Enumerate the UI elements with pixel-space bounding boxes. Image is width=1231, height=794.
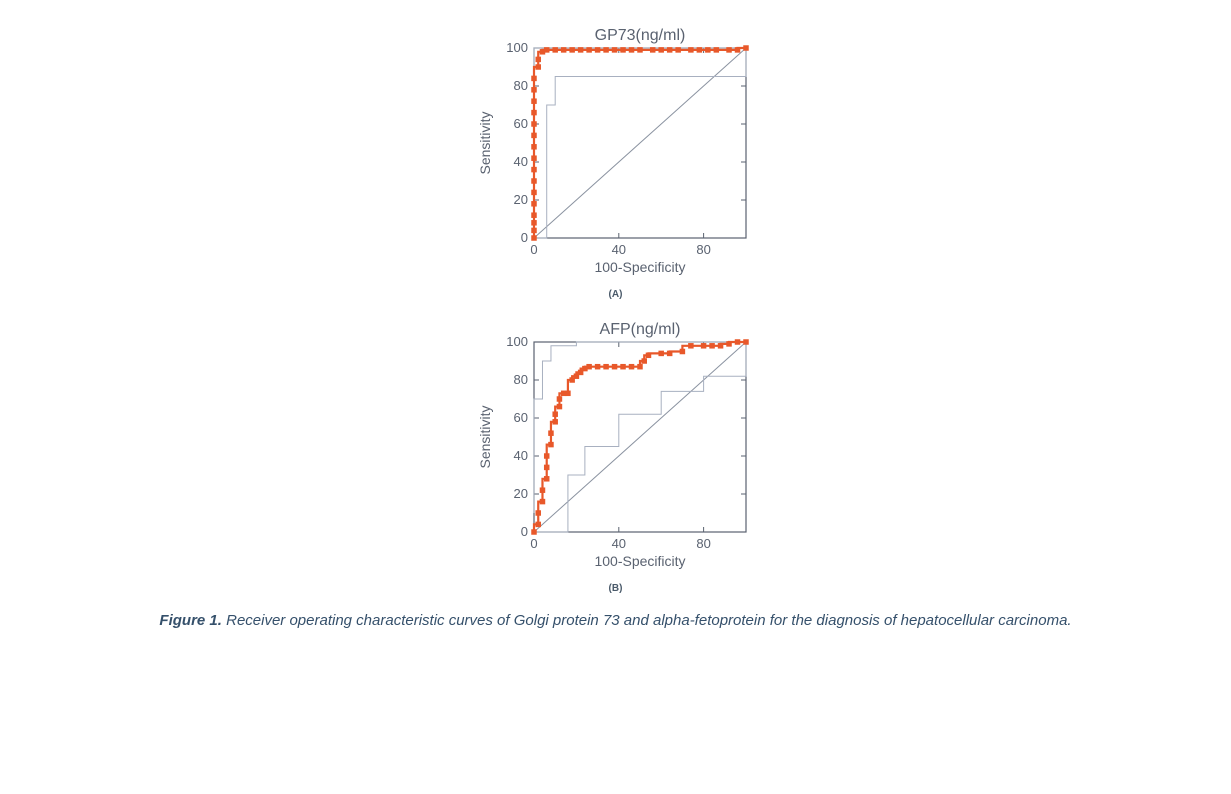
svg-text:40: 40	[513, 448, 527, 463]
svg-text:40: 40	[611, 536, 625, 551]
svg-text:100-Specificity: 100-Specificity	[594, 259, 685, 275]
svg-text:100: 100	[506, 334, 528, 349]
svg-text:0: 0	[530, 536, 537, 551]
svg-text:0: 0	[520, 230, 527, 245]
figure-caption-text: Receiver operating characteristic curves…	[222, 612, 1072, 629]
svg-text:100: 100	[506, 40, 528, 55]
figure-caption: Figure 1. Receiver operating characteris…	[159, 612, 1071, 629]
svg-text:0: 0	[530, 242, 537, 257]
svg-text:80: 80	[696, 242, 710, 257]
svg-text:Sensitivity: Sensitivity	[477, 111, 493, 174]
svg-text:100-Specificity: 100-Specificity	[594, 553, 685, 569]
panel-a-label: (A)	[609, 289, 623, 300]
svg-text:60: 60	[513, 116, 527, 131]
svg-text:20: 20	[513, 192, 527, 207]
roc-chart-gp73: 0 20 40 60 80 100 0 40 80 GP73(ng/ml) 100-Specific…	[466, 20, 766, 285]
svg-text:80: 80	[696, 536, 710, 551]
svg-text:20: 20	[513, 486, 527, 501]
svg-text:40: 40	[513, 154, 527, 169]
panel-b: 0 20 40 60 80 100 0 40 80 AFP(ng/ml) 100-Specifici…	[466, 314, 766, 608]
panel-a: 0 20 40 60 80 100 0 40 80 GP73(ng/ml) 100-Specific…	[466, 20, 766, 314]
svg-text:GP73(ng/ml): GP73(ng/ml)	[594, 27, 685, 44]
svg-text:80: 80	[513, 372, 527, 387]
svg-text:80: 80	[513, 78, 527, 93]
figure-container: 0 20 40 60 80 100 0 40 80 GP73(ng/ml) 100-Specific…	[0, 0, 1231, 629]
svg-text:60: 60	[513, 410, 527, 425]
roc-chart-afp: 0 20 40 60 80 100 0 40 80 AFP(ng/ml) 100-Specifici…	[466, 314, 766, 579]
figure-number: Figure 1.	[159, 612, 222, 629]
svg-text:Sensitivity: Sensitivity	[477, 405, 493, 468]
svg-text:0: 0	[520, 524, 527, 539]
panel-b-label: (B)	[609, 583, 623, 594]
svg-text:40: 40	[611, 242, 625, 257]
svg-text:AFP(ng/ml): AFP(ng/ml)	[599, 321, 680, 338]
